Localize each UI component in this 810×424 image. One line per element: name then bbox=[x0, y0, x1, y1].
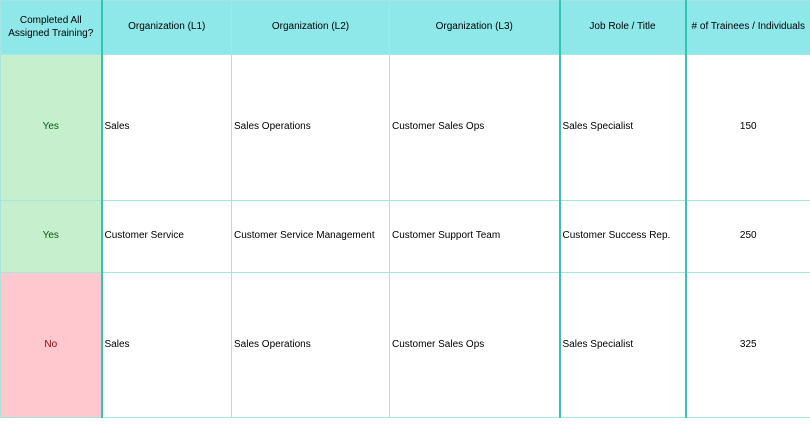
trainees-cell[interactable]: 250 bbox=[684, 200, 810, 273]
trainees-cell[interactable]: 325 bbox=[684, 272, 810, 418]
job-role-cell[interactable]: Sales Specialist bbox=[558, 272, 686, 418]
header-org-l3[interactable]: Organization (L3) bbox=[389, 0, 560, 55]
org-l3-cell[interactable]: Customer Sales Ops bbox=[389, 54, 560, 201]
org-l2-cell[interactable]: Customer Service Management bbox=[231, 200, 390, 273]
header-trainees[interactable]: # of Trainees / Individuals bbox=[684, 0, 810, 55]
completed-cell[interactable]: Yes bbox=[0, 200, 102, 273]
table-row: Yes Customer Service Customer Service Ma… bbox=[0, 200, 810, 273]
completed-cell[interactable]: Yes bbox=[0, 54, 102, 201]
header-job-role[interactable]: Job Role / Title bbox=[558, 0, 686, 55]
table-row: Yes Sales Sales Operations Customer Sale… bbox=[0, 54, 810, 201]
job-role-cell[interactable]: Sales Specialist bbox=[558, 54, 686, 201]
job-role-cell[interactable]: Customer Success Rep. bbox=[558, 200, 686, 273]
trainees-cell[interactable]: 150 bbox=[684, 54, 810, 201]
org-l1-cell[interactable]: Sales bbox=[100, 54, 232, 201]
completed-cell[interactable]: No bbox=[0, 272, 102, 418]
org-l2-cell[interactable]: Sales Operations bbox=[231, 272, 390, 418]
org-l2-cell[interactable]: Sales Operations bbox=[231, 54, 390, 201]
table-row: No Sales Sales Operations Customer Sales… bbox=[0, 272, 810, 418]
org-l1-cell[interactable]: Sales bbox=[100, 272, 232, 418]
org-l1-cell[interactable]: Customer Service bbox=[100, 200, 232, 273]
org-l3-cell[interactable]: Customer Support Team bbox=[389, 200, 560, 273]
header-org-l2[interactable]: Organization (L2) bbox=[231, 0, 390, 55]
header-completed[interactable]: Completed All Assigned Training? bbox=[0, 0, 102, 55]
org-l3-cell[interactable]: Customer Sales Ops bbox=[389, 272, 560, 418]
header-row: Completed All Assigned Training? Organiz… bbox=[0, 0, 810, 55]
header-org-l1[interactable]: Organization (L1) bbox=[100, 0, 232, 55]
